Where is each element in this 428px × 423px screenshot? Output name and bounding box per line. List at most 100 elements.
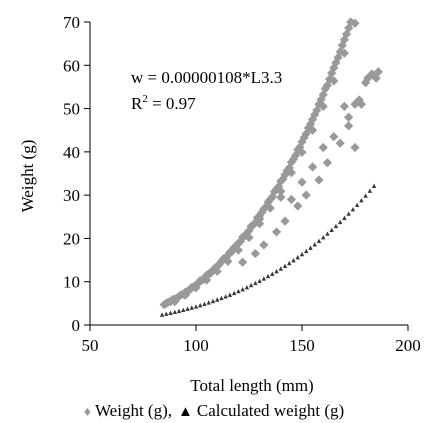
y-axis-title: Weight (g) xyxy=(18,140,37,213)
weight-point xyxy=(271,227,282,237)
weight-point xyxy=(318,101,328,112)
weight-point xyxy=(333,52,343,63)
weight-point xyxy=(212,266,222,276)
weight-point xyxy=(329,63,339,73)
calculated-weight-point xyxy=(282,263,288,269)
weight-point xyxy=(286,168,296,178)
equation-annotation: w = 0.00000108*L3.3 xyxy=(131,68,282,87)
calculated-weight-point xyxy=(202,301,207,307)
weight-point xyxy=(350,142,360,153)
weight-point xyxy=(301,129,311,139)
calculated-weight-point xyxy=(223,294,228,299)
legend-calculated-weight-label: Calculated weight (g) xyxy=(197,401,344,420)
legend-text: ♦ Weight (g), ▲ Calculated weight (g) xyxy=(84,401,344,420)
weight-point xyxy=(263,197,273,207)
calculated-weight-point xyxy=(168,310,173,315)
y-tick-label: 20 xyxy=(63,229,80,248)
calculated-weight-point xyxy=(257,278,262,283)
calculated-weight-point xyxy=(248,282,254,288)
weight-point xyxy=(318,142,328,153)
weight-point xyxy=(170,297,180,307)
calculated-weight-point xyxy=(304,248,309,254)
calculated-weight-point xyxy=(325,231,330,236)
weight-point xyxy=(250,248,260,259)
weight-point xyxy=(303,123,313,133)
weight-point xyxy=(322,158,333,168)
calculated-weight-point xyxy=(346,211,351,216)
calculated-weight-point xyxy=(210,298,216,304)
calculated-weight-point xyxy=(308,245,313,250)
weight-point xyxy=(276,186,286,196)
weight-point xyxy=(308,162,318,172)
y-tick-label: 10 xyxy=(63,273,80,292)
weight-point xyxy=(286,194,296,205)
weight-point xyxy=(335,47,345,57)
weight-point xyxy=(202,275,212,285)
plot-area xyxy=(159,17,383,317)
weight-point xyxy=(341,29,352,39)
weight-point xyxy=(316,94,326,105)
weight-point xyxy=(297,147,307,157)
x-tick-label: 150 xyxy=(289,336,315,355)
calculated-weight-point xyxy=(193,304,199,309)
weight-point xyxy=(337,40,347,50)
weight-point xyxy=(250,217,260,228)
calculated-weight-point xyxy=(206,300,211,305)
weight-point xyxy=(356,99,366,109)
weight-point xyxy=(329,132,339,142)
y-tick-label: 70 xyxy=(63,13,80,32)
weight-point xyxy=(282,165,292,176)
weight-point xyxy=(373,67,383,77)
weight-point xyxy=(180,290,190,300)
weight-point xyxy=(255,219,265,229)
weight-point xyxy=(265,203,275,213)
calculated-weight-point xyxy=(172,309,177,315)
calculated-weight-point xyxy=(363,193,368,198)
x-tick-label: 200 xyxy=(395,336,421,355)
calculated-weight-point xyxy=(244,284,250,290)
calculated-weight-point xyxy=(321,235,326,240)
weight-point xyxy=(329,76,339,86)
x-tick-label: 50 xyxy=(82,336,99,355)
calculated-weight-point xyxy=(342,215,347,220)
calculated-weight-point xyxy=(164,311,169,316)
calculated-weight-point xyxy=(367,188,373,193)
weight-point xyxy=(339,35,349,45)
calculated-weight-point xyxy=(333,223,339,229)
weight-point xyxy=(367,69,377,79)
calculated-weight-point xyxy=(291,257,296,263)
calculated-weight-point xyxy=(337,219,343,225)
weight-point xyxy=(193,278,203,289)
weight-point xyxy=(214,259,224,269)
r-squared-value: = 0.97 xyxy=(148,94,196,113)
calculated-weight-point xyxy=(274,268,279,274)
weight-point xyxy=(314,99,324,109)
weight-point xyxy=(344,121,354,131)
calculated-weight-point xyxy=(278,266,283,271)
legend-triangle-icon: ▲ xyxy=(178,404,193,420)
weight-point xyxy=(280,216,290,226)
calculated-weight-point xyxy=(316,238,322,243)
calculated-weight-point xyxy=(299,251,305,257)
y-tick-label: 50 xyxy=(63,100,80,119)
calculated-weight-point xyxy=(295,254,300,260)
weight-point xyxy=(259,240,269,250)
weight-point xyxy=(308,125,318,135)
calculated-weight-point xyxy=(265,273,271,279)
r-squared-superscript: 2 xyxy=(142,93,148,105)
legend-weight-label: Weight (g), xyxy=(95,401,172,420)
calculated-weight-point xyxy=(240,286,245,292)
weight-point xyxy=(293,201,303,211)
calculated-weight-point xyxy=(270,271,275,276)
r-squared-annotation: R2 = 0.97 xyxy=(131,93,196,113)
weight-point xyxy=(280,170,290,180)
calculated-weight-point xyxy=(198,302,203,308)
y-tick-label: 30 xyxy=(63,186,80,205)
weight-point xyxy=(350,18,360,28)
weight-point xyxy=(354,95,364,105)
weight-point xyxy=(233,245,243,255)
calculated-weight-point xyxy=(287,260,292,266)
calculated-weight-point xyxy=(371,183,377,188)
x-axis-title: Total length (mm) xyxy=(190,376,313,395)
